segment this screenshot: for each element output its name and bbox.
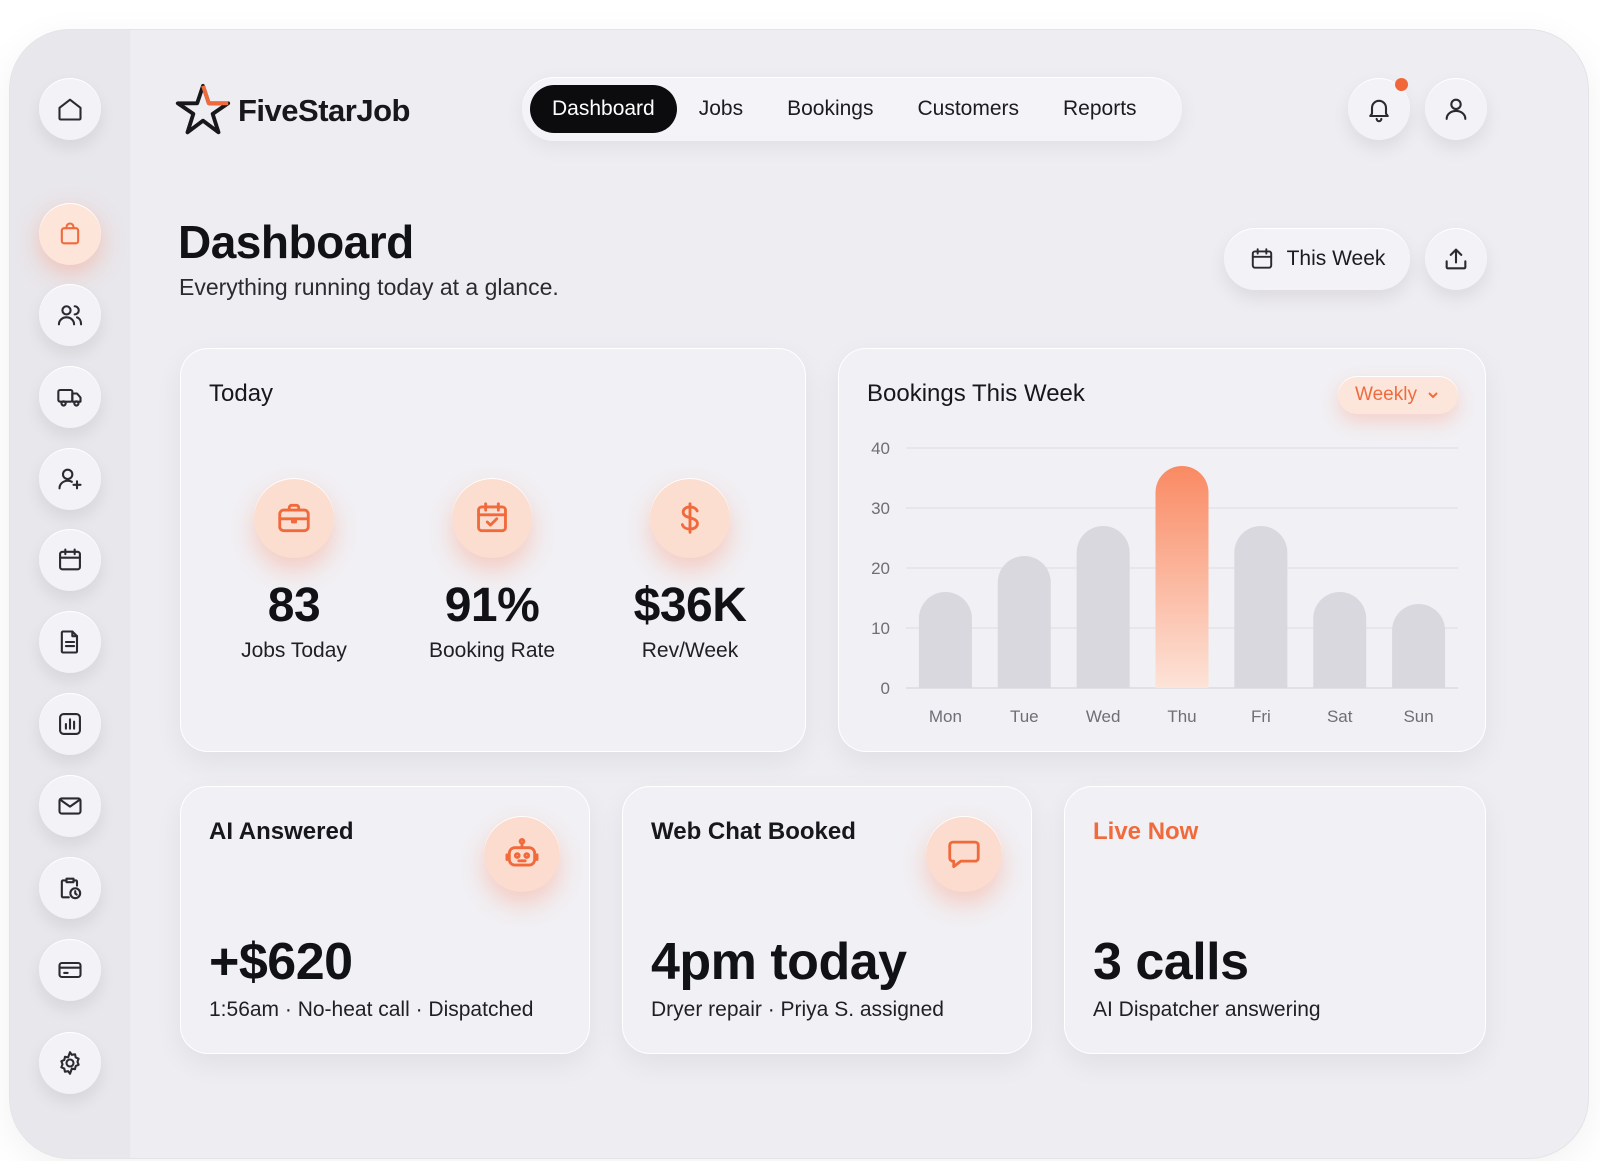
chevron-down-icon: [1428, 392, 1438, 399]
sidebar: [10, 30, 130, 1158]
stat-revenue-week: $36K Rev/Week: [595, 478, 785, 663]
calendar-icon[interactable]: [39, 529, 101, 591]
period-dropdown[interactable]: Weekly: [1338, 376, 1458, 414]
stat-value: 83: [267, 579, 321, 632]
calendar-check-icon: [452, 478, 532, 558]
nav-reports[interactable]: Reports: [1063, 97, 1137, 120]
bar-fri[interactable]: [1234, 526, 1288, 688]
today-card: Today 83 Jobs Today 91% Booking Rate $36…: [180, 348, 806, 752]
stat-value: 91%: [444, 579, 540, 632]
truck-icon[interactable]: [39, 366, 101, 428]
credit-card-icon[interactable]: [39, 939, 101, 1001]
notification-dot: [1395, 78, 1408, 91]
period-label: Weekly: [1355, 384, 1417, 405]
bar-chart-icon[interactable]: [39, 693, 101, 755]
brand-name: FiveStarJob: [238, 93, 410, 128]
user-icon: [1445, 98, 1467, 120]
bar-thu[interactable]: [1155, 466, 1209, 688]
date-range-button[interactable]: This Week: [1224, 228, 1410, 290]
bar-sat[interactable]: [1313, 592, 1367, 688]
x-tick-label: Mon: [929, 707, 962, 726]
notifications-button[interactable]: [1348, 78, 1410, 140]
ai-answered-title: AI Answered: [209, 818, 354, 845]
nav-jobs[interactable]: Jobs: [698, 97, 744, 120]
shopping-bag-icon[interactable]: [39, 203, 101, 265]
bar-wed[interactable]: [1076, 526, 1130, 688]
home-icon[interactable]: [39, 78, 101, 140]
dollar-icon: [650, 478, 730, 558]
bookings-card: Bookings This Week Weekly 0 10 20 30 40 Mon Tu…: [838, 348, 1486, 752]
document-icon[interactable]: [39, 611, 101, 673]
ai-answered-card: AI Answered +$620 1:56am · No-heat call …: [180, 786, 590, 1054]
star-logo-icon: [175, 83, 231, 135]
live-now-detail: AI Dispatcher answering: [1093, 998, 1321, 1021]
x-tick-label: Fri: [1251, 707, 1271, 726]
web-chat-card: Web Chat Booked 4pm today Dryer repair ·…: [622, 786, 1032, 1054]
briefcase-icon: [254, 478, 334, 558]
live-now-value: 3 calls: [1093, 933, 1249, 991]
web-chat-title: Web Chat Booked: [651, 818, 856, 845]
gear-icon[interactable]: [39, 1032, 101, 1094]
bar-mon[interactable]: [918, 592, 972, 688]
clipboard-clock-icon[interactable]: [39, 857, 101, 919]
x-tick-label: Sun: [1403, 707, 1433, 726]
stat-label: Booking Rate: [428, 639, 556, 662]
ai-answered-value: +$620: [209, 933, 353, 991]
top-nav: Dashboard Jobs Bookings Customers Report…: [522, 77, 1182, 141]
export-button[interactable]: [1425, 228, 1487, 290]
stat-booking-rate: 91% Booking Rate: [397, 478, 587, 663]
x-tick-label: Sat: [1327, 707, 1353, 726]
nav-dashboard[interactable]: Dashboard: [530, 85, 677, 133]
bookings-title: Bookings This Week: [867, 380, 1085, 407]
live-now-title: Live Now: [1093, 818, 1199, 845]
upload-icon: [1445, 248, 1467, 270]
app-window: FiveStarJob Dashboard Jobs Bookings Cust…: [10, 30, 1588, 1158]
live-now-card: Live Now 3 calls AI Dispatcher answering: [1064, 786, 1486, 1054]
y-tick-label: 30: [871, 499, 890, 518]
today-title: Today: [209, 380, 274, 407]
stat-label: Jobs Today: [241, 639, 347, 662]
bar-sun[interactable]: [1392, 604, 1446, 688]
page-subtitle: Everything running today at a glance.: [179, 274, 559, 300]
y-tick-label: 0: [881, 679, 890, 698]
stat-value: $36K: [633, 579, 747, 632]
page-title: Dashboard: [178, 216, 414, 268]
x-tick-label: Tue: [1010, 707, 1039, 726]
users-icon[interactable]: [39, 284, 101, 346]
y-tick-label: 40: [871, 439, 890, 458]
chat-bubble-icon: [926, 816, 1002, 892]
nav-bookings[interactable]: Bookings: [787, 97, 874, 120]
date-range-label: This Week: [1286, 247, 1386, 270]
y-tick-label: 20: [871, 559, 890, 578]
profile-button[interactable]: [1425, 78, 1487, 140]
robot-icon: [484, 816, 560, 892]
x-tick-label: Thu: [1167, 707, 1196, 726]
stat-label: Rev/Week: [641, 639, 739, 662]
brand-logo[interactable]: FiveStarJob: [172, 80, 410, 142]
bar-tue[interactable]: [997, 556, 1051, 688]
web-chat-detail: Dryer repair · Priya S. assigned: [651, 998, 944, 1021]
mail-icon[interactable]: [39, 775, 101, 837]
ai-answered-detail: 1:56am · No-heat call · Dispatched: [209, 998, 534, 1021]
calendar-icon: [1251, 248, 1272, 269]
web-chat-value: 4pm today: [651, 933, 907, 991]
stat-jobs-today: 83 Jobs Today: [199, 478, 389, 663]
nav-customers[interactable]: Customers: [917, 97, 1020, 120]
y-tick-label: 10: [871, 619, 890, 638]
bell-icon: [1369, 99, 1389, 123]
user-plus-icon[interactable]: [39, 448, 101, 510]
x-tick-label: Wed: [1086, 707, 1121, 726]
bookings-chart: 0 10 20 30 40 Mon Tue Wed Thu Fri Sat Sun: [871, 439, 1458, 726]
